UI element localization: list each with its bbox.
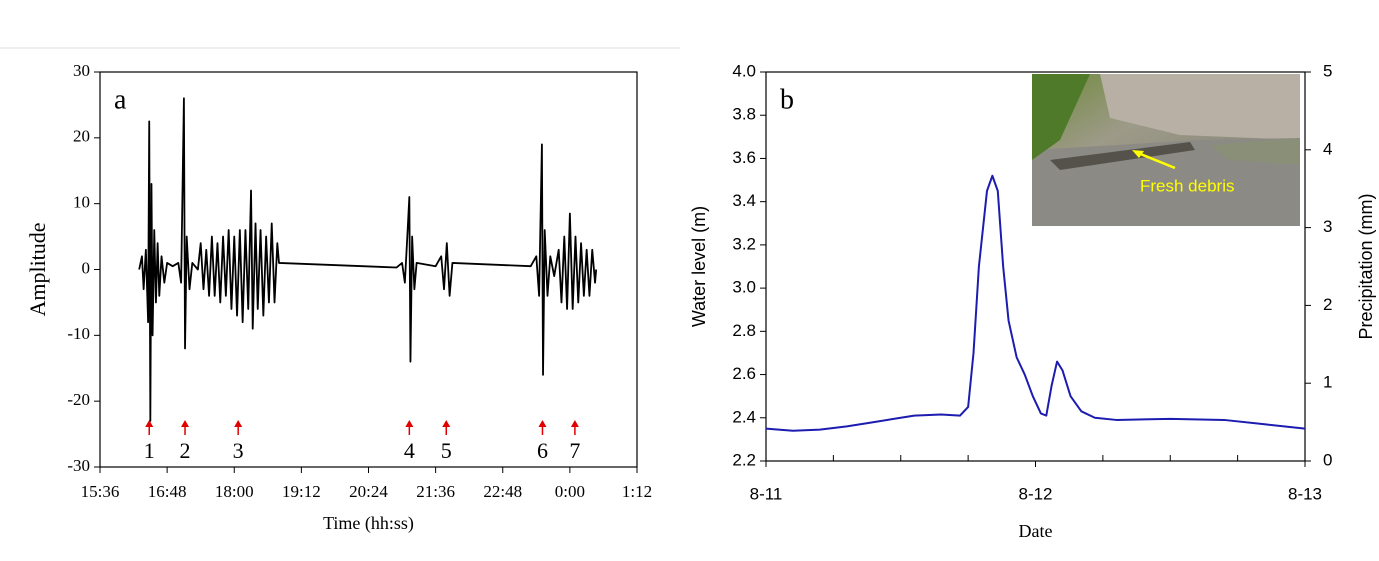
event-arrowhead — [538, 420, 547, 427]
y2-tick-label: 0 — [1323, 450, 1332, 469]
annotation-arrowhead — [1132, 150, 1144, 158]
y-tick-label: 3.4 — [732, 191, 756, 210]
annotation: Fresh debris — [1140, 176, 1234, 195]
x-tick-label: 0:00 — [555, 482, 585, 501]
y-tick-label: -20 — [67, 390, 90, 409]
y-tick-label: 20 — [73, 127, 90, 146]
photo-debris — [1050, 142, 1195, 170]
y-axis-label: Water level (m) — [689, 206, 709, 327]
x-tick-label: 8-13 — [1288, 484, 1322, 503]
event-arrowhead — [570, 420, 579, 427]
y-tick-label: 2.8 — [732, 321, 756, 340]
y2-tick-label: 1 — [1323, 373, 1332, 392]
y-tick-label: 3.0 — [732, 278, 756, 297]
y-tick-label: 2.4 — [732, 407, 756, 426]
event-label: 4 — [404, 438, 415, 463]
panel-label: a — [114, 84, 127, 115]
event-arrowhead — [405, 420, 414, 427]
x-tick-label: 16:48 — [148, 482, 187, 501]
event-label: 7 — [569, 438, 580, 463]
data-line — [138, 97, 598, 422]
y2-axis-label: Precipitation (mm) — [1356, 193, 1376, 339]
event-label: 2 — [180, 438, 191, 463]
x-tick-label: 20:24 — [349, 482, 388, 501]
y-tick-label: -10 — [67, 324, 90, 343]
y-tick-label: 3.2 — [732, 234, 756, 253]
event-label: 5 — [441, 438, 452, 463]
y-tick-label: -30 — [67, 456, 90, 475]
x-tick-label: 8-12 — [1018, 484, 1052, 503]
x-tick-label: 8-11 — [750, 484, 783, 503]
y-tick-label: 3.8 — [732, 105, 756, 124]
y-tick-label: 0 — [82, 258, 91, 277]
y-tick-label: 3.6 — [732, 148, 756, 167]
event-arrowhead — [442, 420, 451, 427]
event-arrowhead — [234, 420, 243, 427]
photo-water — [1210, 138, 1300, 165]
x-tick-label: 21:36 — [416, 482, 455, 501]
event-label: 1 — [144, 438, 155, 463]
y2-tick-label: 4 — [1323, 139, 1332, 158]
photo-slope — [1100, 74, 1300, 140]
x-tick-label: 15:36 — [81, 482, 120, 501]
event-label: 3 — [233, 438, 244, 463]
y-tick-label: 10 — [73, 193, 90, 212]
y-tick-label: 4.0 — [732, 61, 756, 80]
data-line — [765, 174, 1306, 432]
event-arrowhead — [145, 420, 154, 427]
y2-tick-label: 5 — [1323, 61, 1332, 80]
inset-photo: Fresh debris — [1032, 74, 1300, 226]
panel: 30 20 10 0 -10 -20 -30 15:36 16:48 18:00 19:12 20:2… — [25, 61, 652, 534]
x-tick-label: 19:12 — [282, 482, 321, 501]
x-axis-label: Time (hh:ss) — [323, 513, 414, 534]
x-axis-label: Date — [1019, 521, 1053, 541]
x-tick-label: 1:12 — [622, 482, 652, 501]
y2-tick-label: 3 — [1323, 217, 1332, 236]
panel: 2.2 2.4 2.6 2.8 3.0 3.2 3.4 3.6 3.8 4.0 8-11 8-12 8-… — [689, 61, 1376, 541]
y-tick-label: 2.2 — [732, 450, 756, 469]
y-axis-label: Amplitude — [25, 222, 50, 316]
annotation-arrow — [1137, 151, 1176, 170]
photo-trees — [1032, 74, 1090, 160]
event-arrowhead — [181, 420, 190, 427]
y2-tick-label: 2 — [1323, 295, 1332, 314]
y-tick-label: 30 — [73, 61, 90, 80]
y-tick-label: 2.6 — [732, 364, 756, 383]
x-tick-label: 22:48 — [483, 482, 522, 501]
event-label: 6 — [537, 438, 548, 463]
x-tick-label: 18:00 — [215, 482, 254, 501]
panel-label: b — [780, 84, 794, 115]
